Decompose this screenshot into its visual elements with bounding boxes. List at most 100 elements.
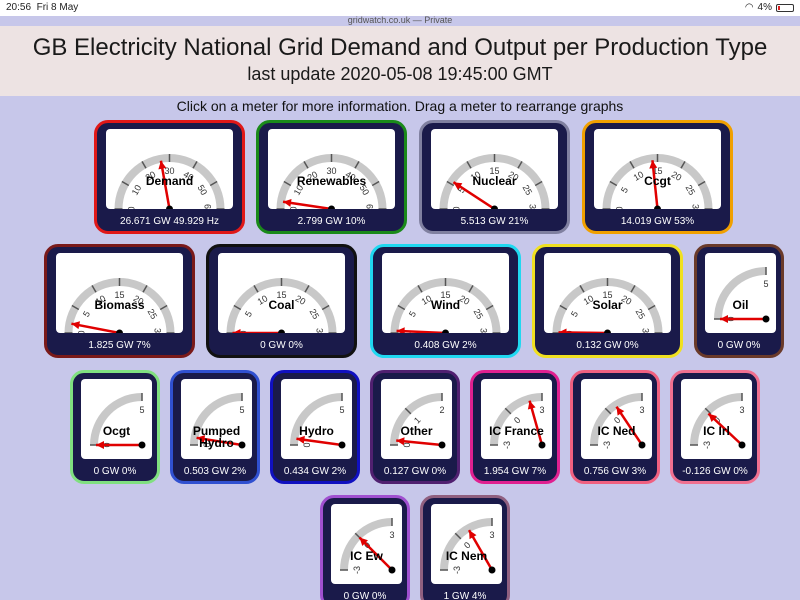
status-indicators: ◠ 4% — [745, 2, 794, 13]
meter-solar[interactable]: 051015202530Solar0.132 GW 0% — [532, 244, 683, 358]
gauge-tick-label: 20 — [458, 293, 472, 307]
gauge-tick — [283, 180, 292, 187]
gauge-hub — [138, 441, 146, 449]
meter-label: Wind — [430, 298, 461, 312]
gauge-hub — [338, 441, 346, 449]
gauge-tick-label: 60 — [203, 204, 213, 209]
meter-demand[interactable]: 0 10 20 30 40 50 60 Demand 26.671 GW 49.929 Hz — [94, 120, 245, 234]
gauge-tick-label: 3 — [639, 405, 644, 415]
meter-hydro[interactable]: 0 5 Hydro 0.434 GW 2% — [270, 370, 360, 484]
meter-reading: 0 GW 0% — [260, 340, 303, 351]
gauge-face: 0 5 10 15 20 25 30 Coal — [218, 253, 345, 333]
gauge-tick — [304, 284, 310, 293]
meter-label: Demand — [145, 174, 194, 188]
gauge-band — [190, 393, 242, 445]
gauge-tick-label: 15 — [652, 166, 662, 176]
meter-renewables[interactable]: 0 10 20 30 40 50 60 Renewables 2.799 GW 10% — [256, 120, 407, 234]
gauge-tick — [446, 180, 455, 187]
gauge-tick-label: 10 — [130, 183, 144, 197]
gauge-tick-label: -3 — [702, 441, 712, 449]
gauge-dial: -3 0 3 — [440, 518, 496, 574]
meter-reading: 0.132 GW 0% — [576, 340, 639, 351]
gauge-face: 0 10 20 30 40 50 60 Renewables — [268, 129, 395, 209]
gauge-tick-label: 0 — [127, 206, 137, 209]
gauge-hub — [538, 441, 546, 449]
gauge-tick-label: 20 — [294, 293, 308, 307]
gauge-tick-label: 5 — [456, 185, 467, 194]
gauge-tick — [579, 284, 585, 293]
gauge-tick-label: 0 — [612, 415, 623, 426]
gauge-needle — [558, 331, 608, 333]
gauge-face: -3 0 3 IC Nem — [431, 504, 502, 584]
gauge-needle-tip — [616, 406, 625, 416]
meter-label: IC Ned — [597, 424, 636, 438]
gauge-tick-label: 5 — [407, 309, 418, 318]
gauge-tick-label: 5 — [763, 279, 768, 289]
gauge-tick-label: 0 — [512, 415, 523, 426]
meter-other[interactable]: 0 1 2 Other 0.127 GW 0% — [370, 370, 460, 484]
meter-coal[interactable]: 0 5 10 15 20 25 30 Coal 0 GW 0% — [206, 244, 357, 358]
meter-ic-france[interactable]: -3 0 3 IC France 1.954 GW 7% — [470, 370, 560, 484]
gauge-band — [290, 393, 342, 445]
meter-wind[interactable]: 051015202530Wind0.408 GW 2% — [370, 244, 521, 358]
gauge-needle-tip — [396, 437, 405, 446]
gauge-hub — [604, 329, 611, 333]
meter-reading: 0 GW 0% — [343, 591, 387, 600]
gauge-tick — [71, 304, 80, 311]
gauge-tick-label: 5 — [81, 309, 92, 318]
gauge-band — [226, 278, 337, 333]
meter-pumped-hydro[interactable]: 0 5 Pumped Hydro 0.503 GW 2% — [170, 370, 260, 484]
gauge-face: 0 5 10 15 20 25 30 Nuclear — [431, 129, 558, 209]
meter-biomass[interactable]: 0 5 10 15 20 25 30 Biomass 1.825 GW 7% — [44, 244, 195, 358]
meter-reading: -0.126 GW 0% — [682, 466, 748, 477]
gauge-dial: 0 1 2 — [390, 393, 446, 449]
meter-oil[interactable]: 05Oil 0 GW 0% — [694, 244, 784, 358]
meter-reading: 14.019 GW 53% — [620, 216, 695, 227]
meter-label: IC Irl — [703, 424, 730, 438]
gauge-tick-label: 5 — [243, 309, 254, 318]
meter-ccgt[interactable]: 0 5 10 15 20 25 30 Ccgt 14.019 GW 53% — [582, 120, 733, 234]
battery-percent: 4% — [757, 2, 772, 13]
gauge-tick-label: 30 — [164, 166, 174, 176]
meter-label: Hydro — [299, 424, 334, 438]
instruction-text: Click on a meter for more information. D… — [176, 98, 624, 114]
gauge-tick-label: 0 — [202, 442, 212, 447]
gauge-band — [114, 154, 225, 209]
gauge-tick-label: 0 — [402, 442, 412, 447]
gauge-tick-label: 20 — [507, 169, 521, 183]
address-bar[interactable]: gridwatch.co.uk — Private — [347, 15, 453, 25]
gauge-tick-label: 15 — [114, 290, 124, 300]
gauge-tick — [647, 304, 656, 311]
meter-ocgt[interactable]: 05Ocgt 0 GW 0% — [70, 370, 160, 484]
gauge-tick-label: 1 — [412, 415, 423, 426]
last-update: last update 2020-05-08 19:45:00 GMT — [247, 64, 553, 84]
meter-reading: 1.825 GW 7% — [88, 340, 151, 351]
page-header: GB Electricity National Grid Demand and … — [0, 26, 800, 96]
gauge-tick-label: 5 — [339, 405, 344, 415]
gauge-needle-tip — [708, 413, 717, 422]
meter-label: Ccgt — [644, 174, 671, 188]
meter-reading: 0.756 GW 3% — [583, 466, 647, 477]
meter-label: Coal — [268, 298, 295, 312]
meter-ic-nem[interactable]: -3 0 3 IC Nem 1 GW 4% — [420, 495, 510, 600]
gauge-tick-label: 3 — [739, 405, 744, 415]
gauge-tick — [609, 180, 618, 187]
gauge-dial: 05 — [90, 393, 146, 449]
gauge-band — [439, 154, 550, 209]
meter-ic-ned[interactable]: -3 0 3 IC Ned 0.756 GW 3% — [570, 370, 660, 484]
meter-nuclear[interactable]: 0 5 10 15 20 25 30 Nuclear 5.513 GW 21% — [419, 120, 570, 234]
gauge-dial: -3 0 3 — [590, 393, 646, 449]
gauge-face: 0 5 10 15 20 25 30 Biomass — [56, 253, 183, 333]
gauge-tick — [629, 160, 635, 169]
gauge-face: 05Oil — [705, 253, 776, 333]
gauge-tick-label: 2 — [439, 405, 444, 415]
gauge-tick-label: 60 — [365, 204, 375, 209]
gauge-tick-label: 3 — [539, 405, 544, 415]
gauge-hub — [238, 441, 246, 449]
